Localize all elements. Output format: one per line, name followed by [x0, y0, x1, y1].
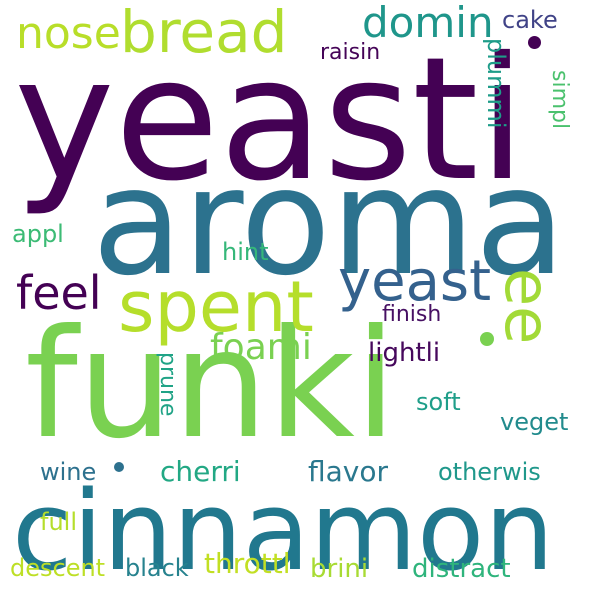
word-lightli: lightli	[368, 338, 441, 368]
word-aroma: aroma	[92, 136, 566, 308]
word-cinnamon: cinnamon	[12, 467, 555, 590]
word-domin: domin	[362, 0, 494, 47]
word-descent: descent	[10, 554, 106, 582]
word-throttl: throttl	[204, 547, 291, 580]
yeasti-dot	[528, 36, 541, 49]
word-bread: bread	[120, 0, 288, 66]
word-cake: cake	[502, 6, 558, 34]
word-cherri: cherri	[160, 455, 241, 488]
word-wine: wine	[40, 458, 97, 486]
word-foami: foami	[210, 327, 312, 368]
word-plummi: plummi	[482, 38, 510, 129]
word-brini: brini	[310, 554, 369, 584]
word-soft: soft	[416, 388, 461, 416]
word-yeast: yeast	[338, 249, 492, 314]
word-prune: prune	[155, 352, 180, 417]
word-spent: spent	[118, 266, 314, 348]
word-full: full	[40, 508, 77, 536]
word-hint: hint	[222, 238, 269, 266]
word-yeasti: yeasti	[14, 21, 526, 219]
word-ee: ee	[491, 268, 564, 345]
word-black: black	[125, 554, 189, 582]
wine-dot	[114, 462, 124, 472]
word-otherwis: otherwis	[438, 458, 541, 486]
word-simpl: simpl	[547, 70, 572, 130]
word-flavor: flavor	[308, 455, 389, 488]
word-veget: veget	[500, 408, 569, 436]
word-appl: appl	[12, 220, 64, 248]
word-nose: nose	[16, 8, 121, 59]
word-funki: funki	[25, 298, 397, 472]
word-distract: distract	[412, 554, 511, 584]
word-raisin: raisin	[320, 40, 381, 65]
word-feel: feel	[16, 266, 102, 320]
word-finish: finish	[382, 302, 442, 327]
funki-dot	[480, 332, 494, 346]
